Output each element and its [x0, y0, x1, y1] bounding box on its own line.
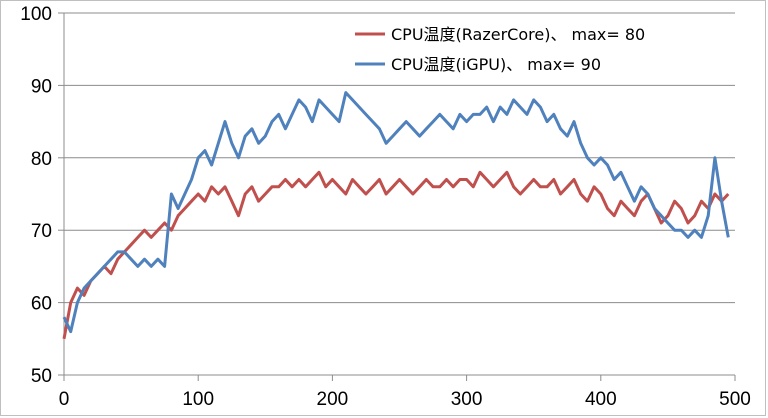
y-tick-label: 100: [20, 4, 52, 25]
y-tick-label: 90: [31, 76, 52, 97]
y-tick-label: 80: [31, 149, 52, 170]
series-lines: [62, 91, 730, 340]
legend-label-2: CPU温度(iGPU)、 max= 90: [391, 55, 601, 74]
gridlines: [64, 12, 735, 304]
x-tick-label: 100: [182, 389, 214, 410]
y-tick-label: 60: [31, 294, 52, 315]
series-line-1: [62, 170, 730, 340]
x-tick-label: 400: [585, 389, 617, 410]
y-tick-label: 70: [31, 221, 52, 242]
x-tick-label: 200: [317, 389, 349, 410]
x-tick-label: 500: [719, 389, 751, 410]
legend-label-1: CPU温度(RazerCore)、 max= 80: [391, 25, 645, 44]
series-line-2: [62, 91, 730, 334]
x-tick-label: 300: [451, 389, 483, 410]
x-tick-labels: 0 100 200 300 400 500: [59, 389, 751, 410]
axes: [58, 12, 736, 381]
x-tick-label: 0: [59, 389, 70, 410]
legend: CPU温度(RazerCore)、 max= 80 CPU温度(iGPU)、 ma…: [355, 25, 645, 74]
y-tick-labels: 50 60 70 80 90 100: [20, 4, 52, 387]
y-tick-label: 50: [31, 366, 52, 387]
